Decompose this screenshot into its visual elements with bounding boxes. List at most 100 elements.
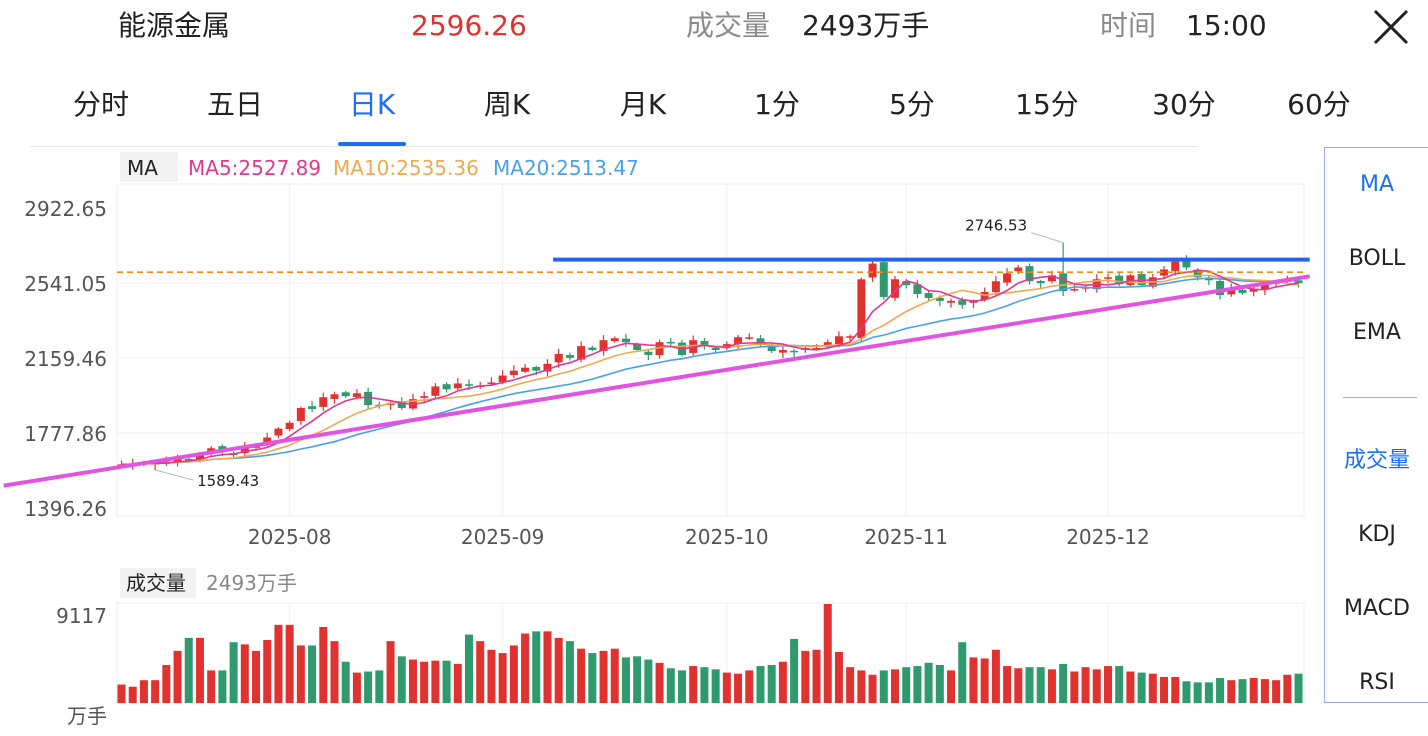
candle xyxy=(184,458,193,461)
candle xyxy=(902,281,911,286)
volume-bar xyxy=(1260,679,1269,703)
indicator-volume[interactable]: 成交量 xyxy=(1343,448,1410,473)
volume-bar xyxy=(991,649,1000,703)
volume-bar xyxy=(935,664,944,703)
volume-bar xyxy=(778,661,787,703)
indicator-ma[interactable]: MA xyxy=(1359,172,1395,197)
instrument-name: 能源金属 xyxy=(118,9,231,42)
volume-bar xyxy=(252,650,261,703)
kline-chart[interactable]: MA MA5:2527.89 MA10:2535.36 MA20:2513.47 292… xyxy=(0,0,1324,736)
candle xyxy=(890,279,899,298)
volume-bar xyxy=(666,668,675,703)
high-annotation: 2746.53 xyxy=(965,217,1027,235)
volume-bar xyxy=(521,633,530,703)
candle xyxy=(554,353,563,363)
candle xyxy=(521,367,530,372)
volume-bar xyxy=(924,662,933,703)
time-value: 15:00 xyxy=(1186,9,1267,42)
volume-bar xyxy=(207,670,216,703)
tab-6[interactable]: 1分 xyxy=(754,88,800,121)
candle xyxy=(397,401,406,409)
volume-bar xyxy=(980,658,989,703)
candle xyxy=(1260,282,1269,290)
tab-5[interactable]: 月K xyxy=(619,88,667,121)
volume-bar xyxy=(1216,678,1225,703)
candle xyxy=(487,382,496,384)
support-trendline xyxy=(3,274,1311,488)
volume-bar xyxy=(162,664,171,703)
volume-bar xyxy=(689,666,698,703)
volume-legend-name: 成交量 xyxy=(126,571,186,595)
y-tick-label: 2541.05 xyxy=(24,272,107,296)
x-tick-label: 2025-12 xyxy=(1066,525,1150,549)
volume-bar xyxy=(431,660,440,703)
y-tick-label: 2159.46 xyxy=(24,347,107,371)
volume-bar xyxy=(397,656,406,703)
volume-bar xyxy=(1003,666,1012,703)
volume-bar xyxy=(868,674,877,703)
tab-8[interactable]: 15分 xyxy=(1015,88,1079,121)
candle xyxy=(341,392,350,397)
volume-bar xyxy=(308,645,317,703)
volume-bar xyxy=(330,641,339,703)
volume-bar xyxy=(453,663,462,703)
volume-bar xyxy=(509,645,518,703)
tab-3[interactable]: 日K xyxy=(348,88,396,121)
candle xyxy=(1294,280,1303,284)
candle xyxy=(879,262,888,297)
indicator-boll[interactable]: BOLL xyxy=(1348,246,1406,271)
candle xyxy=(352,393,361,397)
indicator-kdj[interactable]: KDJ xyxy=(1358,522,1396,547)
candle xyxy=(599,340,608,352)
y-tick-label: 1777.86 xyxy=(24,422,107,446)
indicator-ema[interactable]: EMA xyxy=(1353,320,1401,345)
volume-bar xyxy=(1238,679,1247,703)
candle xyxy=(431,386,440,396)
ma-legend-name: MA xyxy=(127,156,158,180)
volume-bar xyxy=(1081,667,1090,703)
candle xyxy=(296,408,305,421)
volume-bar xyxy=(240,644,249,703)
tab-1[interactable]: 分时 xyxy=(72,88,130,121)
candle xyxy=(644,351,653,355)
volume-bar xyxy=(947,670,956,703)
candle xyxy=(711,347,720,351)
volume-bar xyxy=(195,637,204,703)
close-icon[interactable] xyxy=(1370,6,1412,46)
volume-bar xyxy=(352,672,361,703)
volume-bar xyxy=(1171,676,1180,703)
candle xyxy=(1036,280,1045,284)
candle xyxy=(756,338,765,346)
indicator-macd[interactable]: MACD xyxy=(1344,596,1410,621)
candle xyxy=(274,428,283,436)
candle xyxy=(745,337,754,339)
tab-2[interactable]: 五日 xyxy=(206,88,264,121)
volume-bar xyxy=(375,670,384,703)
candle xyxy=(420,396,429,398)
indicator-rsi[interactable]: RSI xyxy=(1359,670,1395,695)
tab-9[interactable]: 30分 xyxy=(1152,88,1216,121)
candle xyxy=(453,383,462,389)
volume-bar xyxy=(655,662,664,703)
candle xyxy=(1014,267,1023,272)
ma-legend-tag xyxy=(120,152,178,182)
tab-4[interactable]: 周K xyxy=(483,88,531,121)
volume-bar xyxy=(476,641,485,703)
volume-bar xyxy=(678,670,686,703)
price-plot-frame xyxy=(116,183,1305,517)
tab-10[interactable]: 60分 xyxy=(1287,88,1351,121)
volume-bar xyxy=(722,672,731,703)
volume-bar xyxy=(577,648,586,703)
candle xyxy=(442,384,451,390)
candle xyxy=(1003,273,1012,283)
volume-bar xyxy=(364,671,373,703)
tab-7[interactable]: 5分 xyxy=(889,88,935,121)
candle xyxy=(913,284,922,295)
volume-bar xyxy=(1283,674,1292,703)
volume-bar xyxy=(734,673,743,703)
candle xyxy=(924,293,933,298)
volume-bar xyxy=(1036,667,1045,703)
volume-bar xyxy=(128,686,137,703)
candle xyxy=(812,348,821,350)
volume-legend-value: 2493万手 xyxy=(206,571,297,595)
